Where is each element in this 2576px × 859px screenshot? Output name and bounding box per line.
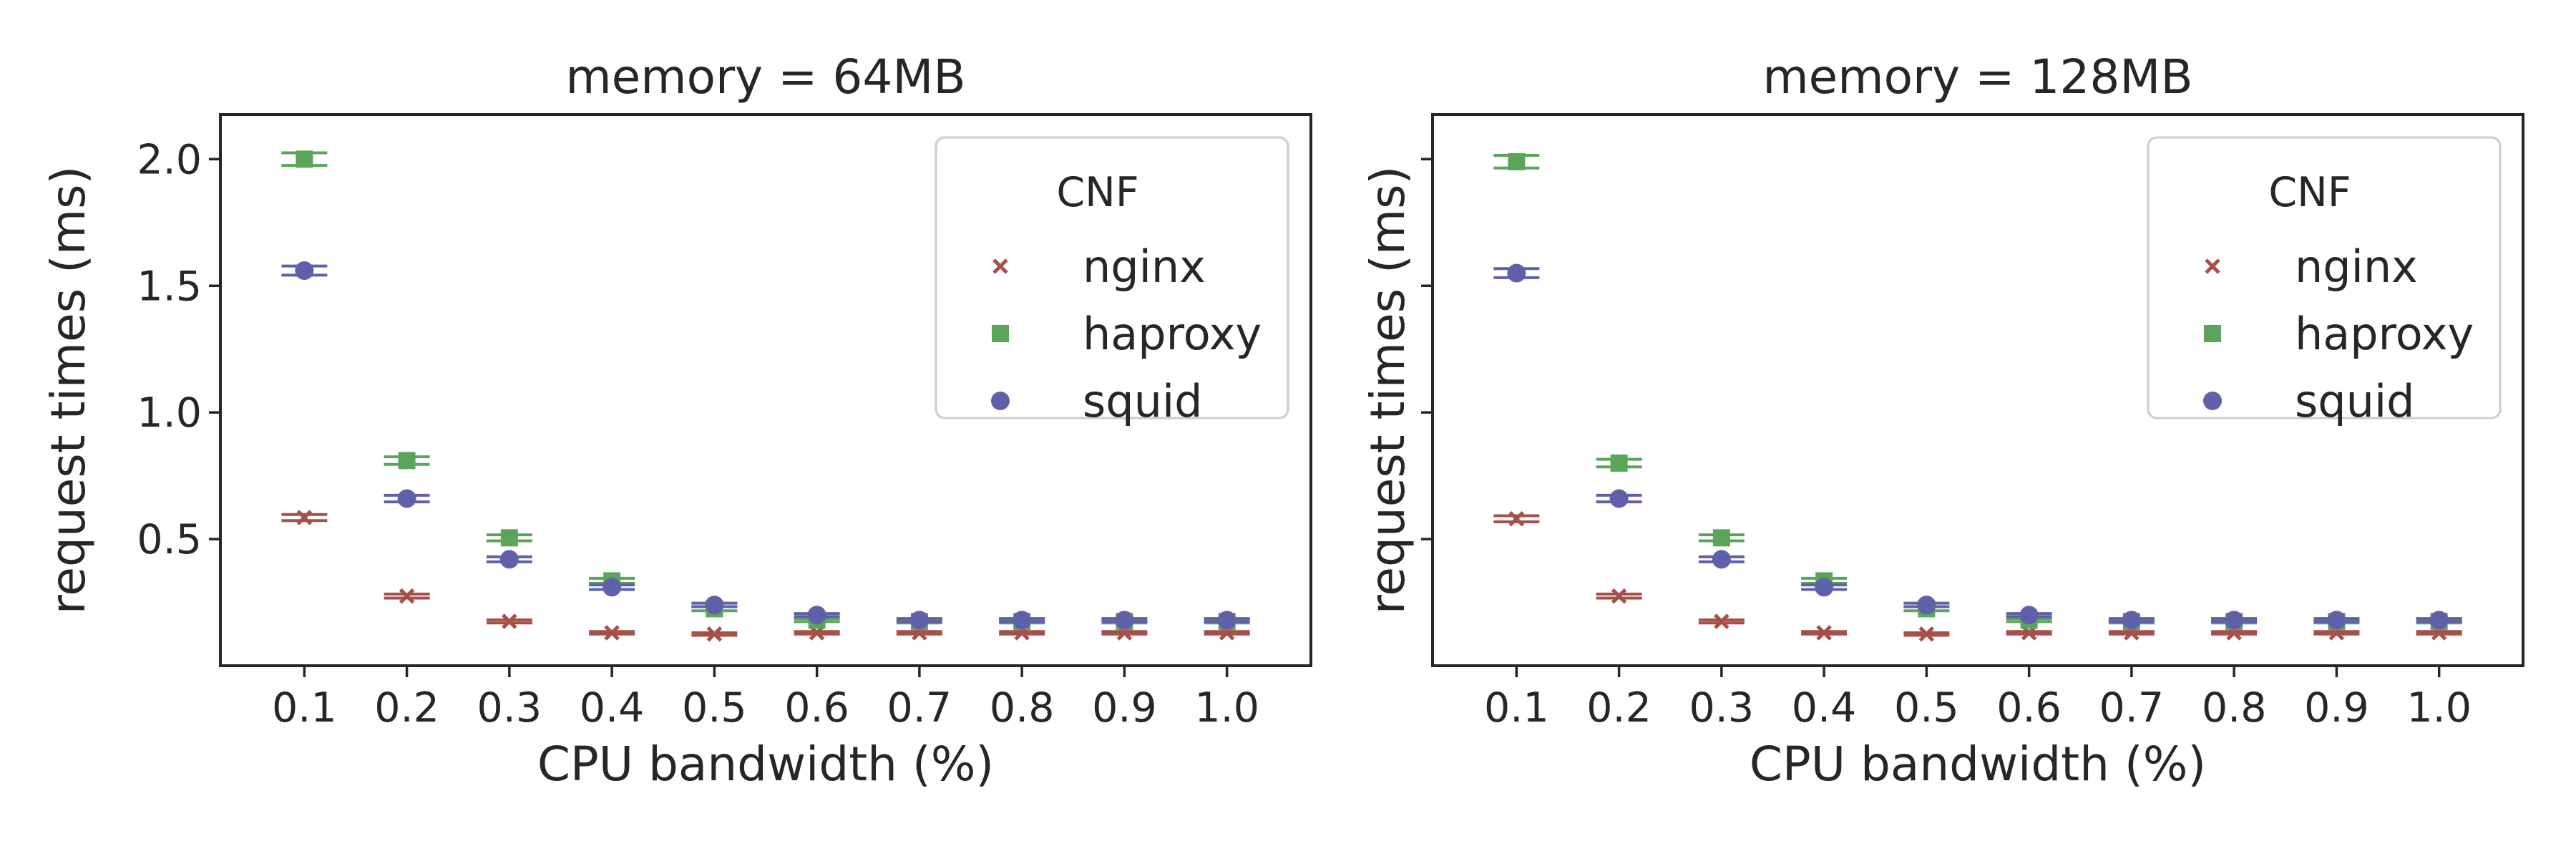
legend-item-haproxy: haproxy	[2204, 308, 2474, 360]
data-point-squid	[1507, 263, 1526, 283]
data-point-haproxy	[1508, 152, 1526, 170]
legend-marker-nginx	[992, 258, 1008, 274]
data-point-nginx	[1714, 613, 1729, 629]
data-point-squid	[909, 611, 929, 630]
data-point-nginx	[706, 626, 723, 642]
x-tick-label: 0.3	[477, 684, 542, 732]
legend-marker-haproxy	[992, 325, 1009, 342]
data-point-squid	[1013, 611, 1032, 630]
data-point-squid	[2429, 611, 2449, 630]
data-point-squid	[1609, 489, 1629, 508]
legend-item-nginx: nginx	[992, 241, 1206, 293]
chart-panel-128mb: memory = 128MB 0.1 0.2 0.3 0.4 0.5 0.6 0.7 0.8 0.…	[1360, 49, 2524, 792]
data-point-squid	[602, 578, 622, 597]
data-point-haproxy	[1712, 529, 1730, 547]
y-tick-label: 1.5	[137, 263, 202, 310]
legend-item-squid: squid	[991, 375, 1203, 427]
x-tick-label: 0.9	[1092, 684, 1157, 732]
x-tick-label: 0.5	[682, 684, 747, 732]
x-tick-label: 1.0	[1194, 684, 1259, 732]
x-tick-label: 0.7	[887, 684, 952, 732]
x-tick-label: 0.7	[2099, 684, 2165, 732]
y-tick-label: 1.0	[137, 389, 202, 437]
legend: CNF nginx haproxy squid	[2147, 136, 2502, 427]
x-tick-label: 0.6	[784, 684, 849, 732]
legend-label: squid	[1083, 375, 1203, 427]
x-axis-label: CPU bandwidth (%)	[537, 737, 994, 792]
data-point-squid	[1217, 611, 1236, 630]
x-axis-label: CPU bandwidth (%)	[1750, 737, 2206, 792]
legend-item-squid: squid	[2203, 375, 2415, 427]
y-tick-label: 0.5	[137, 516, 202, 563]
x-tick-label: 0.8	[990, 684, 1055, 732]
x-tick-label: 0.1	[1484, 684, 1549, 732]
legend-marker-haproxy	[2204, 325, 2221, 342]
series-squid	[1493, 263, 2462, 630]
legend-frame	[935, 136, 1289, 419]
data-point-nginx	[604, 625, 620, 641]
x-tick-label: 0.4	[1792, 684, 1857, 732]
plot-frame	[1431, 113, 2524, 667]
data-point-haproxy	[398, 452, 416, 470]
y-tick-label: 2.0	[137, 136, 202, 183]
legend-marker-nginx	[2205, 258, 2220, 274]
y-axis-label: request times (ms)	[1360, 166, 1415, 615]
data-point-squid	[2327, 611, 2346, 630]
data-point-squid	[295, 261, 314, 281]
data-point-haproxy	[1610, 454, 1628, 472]
data-point-nginx	[296, 510, 313, 525]
chart-title: memory = 128MB	[1762, 49, 2192, 105]
legend-label: squid	[2295, 375, 2415, 427]
legend-label: haproxy	[1083, 308, 1262, 360]
x-tick-label: 0.2	[374, 684, 439, 732]
plot-frame	[219, 113, 1312, 667]
x-tick-label: 0.8	[2202, 684, 2267, 732]
data-point-squid	[2122, 611, 2141, 630]
data-point-squid	[499, 550, 519, 569]
legend-marker-squid	[2203, 392, 2222, 410]
data-point-squid	[1815, 578, 1834, 597]
data-point-nginx	[502, 613, 517, 629]
x-tick-label: 0.5	[1894, 684, 1959, 732]
data-point-squid	[2225, 611, 2244, 630]
data-point-squid	[1115, 611, 1134, 630]
x-tick-label: 0.6	[1996, 684, 2062, 732]
x-tick-label: 0.4	[580, 684, 645, 732]
data-point-haproxy	[500, 529, 518, 547]
x-tick-label: 0.9	[2304, 684, 2369, 732]
data-point-nginx	[1816, 625, 1832, 641]
legend-item-haproxy: haproxy	[992, 308, 1262, 360]
legend-label: nginx	[1083, 241, 1206, 293]
data-point-squid	[807, 606, 826, 625]
legend-marker-squid	[991, 392, 1010, 410]
legend-frame	[2147, 136, 2502, 419]
legend-item-nginx: nginx	[2205, 241, 2418, 293]
series-squid	[281, 261, 1250, 630]
data-point-nginx	[1508, 511, 1525, 527]
data-point-nginx	[399, 588, 415, 604]
data-point-squid	[397, 489, 416, 508]
chart-title: memory = 64MB	[565, 49, 965, 105]
x-tick-label: 0.3	[1689, 684, 1755, 732]
legend: CNF nginx haproxy squid	[935, 136, 1289, 427]
data-point-haproxy	[296, 150, 313, 168]
x-tick-label: 0.1	[272, 684, 337, 732]
legend-title: CNF	[1056, 169, 1138, 216]
data-point-squid	[1712, 550, 1731, 569]
y-axis-label: request times (ms)	[41, 166, 96, 615]
data-point-nginx	[1611, 588, 1627, 604]
data-point-nginx	[1918, 626, 1935, 642]
data-point-squid	[1917, 596, 1936, 615]
data-point-squid	[2019, 606, 2039, 625]
x-tick-label: 1.0	[2406, 684, 2472, 732]
x-tick-label: 0.2	[1586, 684, 1652, 732]
data-point-squid	[705, 596, 724, 615]
chart-panel-64mb: memory = 64MB 0.1 0.2 0.3 0.4 0.5 0.6 0.7 0.8 0.9…	[41, 49, 1312, 792]
legend-title: CNF	[2268, 169, 2351, 216]
legend-label: haproxy	[2295, 308, 2474, 360]
legend-label: nginx	[2295, 241, 2418, 293]
